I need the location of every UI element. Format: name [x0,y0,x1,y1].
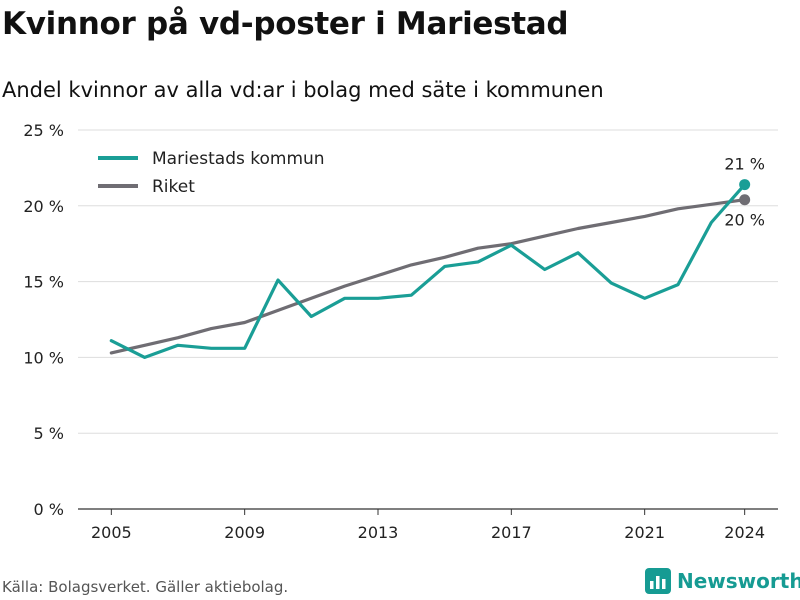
series-end-point [739,179,751,191]
chart-title: Kvinnor på vd-poster i Mariestad [2,6,569,42]
series-line [109,183,747,359]
x-tick-label: 2024 [724,523,765,542]
y-tick-label: 0 % [34,500,64,519]
series-line [109,198,747,355]
series-end-label: 21 % [724,155,765,174]
brand-logo: Newsworthy [645,568,800,594]
y-tick-label: 15 % [23,273,64,292]
y-tick-label: 20 % [23,197,64,216]
chart-subtitle: Andel kvinnor av alla vd:ar i bolag med … [2,78,604,102]
y-tick-label: 25 % [23,121,64,140]
y-tick-label: 5 % [34,424,64,443]
brand-name: Newsworthy [677,569,800,593]
source-note: Källa: Bolagsverket. Gäller aktiebolag. [2,578,289,596]
series-end-point [739,194,751,206]
series-end-label: 20 % [724,211,765,230]
legend-label: Mariestads kommun [152,149,325,169]
x-tick-label: 2009 [224,523,265,542]
y-tick-label: 10 % [23,348,64,367]
x-tick-label: 2021 [624,523,665,542]
newsworthy-logo-icon [645,568,671,594]
x-tick-label: 2013 [358,523,399,542]
x-tick-label: 2017 [491,523,532,542]
legend-label: Riket [152,177,195,197]
x-tick-label: 2005 [91,523,132,542]
